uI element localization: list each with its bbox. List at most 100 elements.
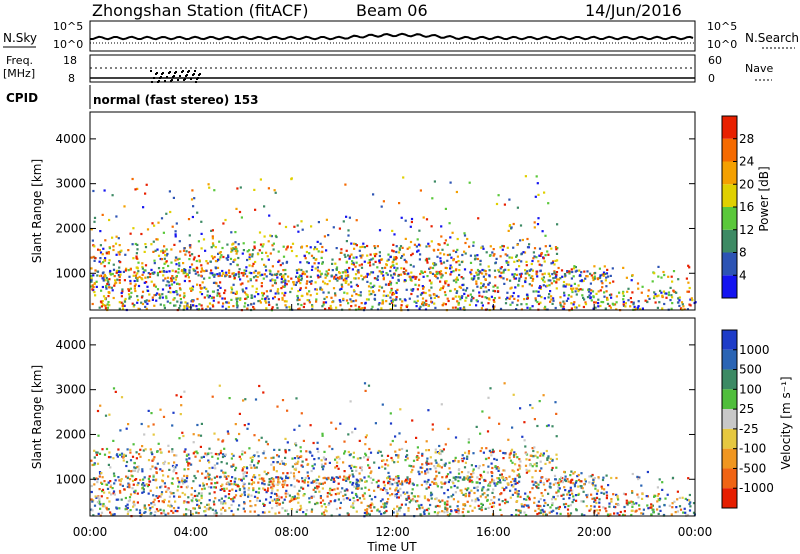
echo-cell <box>485 447 488 450</box>
echo-cell <box>378 510 381 513</box>
echo-cell <box>124 505 128 508</box>
echo-cell <box>387 282 391 286</box>
echo-cell <box>381 498 384 501</box>
echo-cell <box>222 471 225 474</box>
echo-cell <box>542 276 545 279</box>
echo-cell <box>230 452 234 456</box>
echo-cell <box>302 487 305 490</box>
echo-cell <box>256 275 259 279</box>
echo-cell <box>218 240 221 243</box>
echo-cell <box>359 307 362 310</box>
echo-cell <box>427 507 430 510</box>
echo-cell <box>139 478 142 482</box>
echo-cell <box>602 271 606 274</box>
echo-cell <box>470 298 473 301</box>
echo-cell <box>544 501 547 505</box>
echo-cell <box>294 468 297 471</box>
echo-cell <box>554 482 557 485</box>
echo-cell <box>163 262 166 265</box>
echo-cell <box>205 507 208 510</box>
echo-cell <box>207 476 210 479</box>
echo-cell <box>356 479 359 482</box>
echo-cell <box>210 486 213 489</box>
echo-cell <box>279 264 282 267</box>
echo-cell <box>203 296 206 299</box>
echo-cell <box>497 269 500 272</box>
echo-cell <box>487 456 490 460</box>
echo-cell <box>342 494 345 498</box>
echo-cell <box>452 259 455 262</box>
echo-cell <box>138 511 142 514</box>
echo-cell <box>657 275 660 278</box>
echo-cell <box>119 273 122 276</box>
echo-cell <box>463 234 467 237</box>
echo-cell <box>200 422 203 425</box>
echo-cell <box>396 505 399 508</box>
echo-cell <box>225 487 228 490</box>
echo-cell <box>558 487 561 490</box>
echo-cell <box>347 234 350 237</box>
echo-cell <box>296 508 299 512</box>
echo-cell <box>112 296 115 300</box>
echo-cell <box>312 488 315 491</box>
echo-cell <box>499 473 502 477</box>
echo-cell <box>145 183 148 186</box>
echo-cell <box>114 242 118 245</box>
echo-cell <box>459 489 462 492</box>
echo-cell <box>172 196 175 199</box>
echo-cell <box>373 253 376 256</box>
echo-cell <box>429 271 432 274</box>
echo-cell <box>127 500 130 503</box>
echo-cell <box>234 231 237 234</box>
echo-cell <box>249 510 252 513</box>
echo-cell <box>152 240 155 243</box>
echo-cell <box>292 283 296 286</box>
echo-cell <box>473 275 476 278</box>
echo-cell <box>223 454 226 458</box>
echo-cell <box>578 304 581 307</box>
echo-cell <box>563 486 566 489</box>
echo-cell <box>458 273 461 277</box>
echo-cell <box>247 487 251 490</box>
echo-cell <box>319 275 322 278</box>
echo-cell <box>269 252 272 255</box>
echo-cell <box>185 508 188 511</box>
echo-cell <box>208 186 211 189</box>
echo-cell <box>427 449 430 452</box>
echo-cell <box>226 301 229 304</box>
echo-cell <box>575 509 578 512</box>
echo-cell <box>513 455 516 458</box>
echo-cell <box>258 231 262 234</box>
echo-cell <box>455 281 458 284</box>
echo-cell <box>391 493 394 496</box>
echo-cell <box>550 510 553 513</box>
echo-cell <box>93 449 96 452</box>
echo-cell <box>444 207 447 210</box>
echo-cell <box>193 489 197 493</box>
echo-cell <box>306 275 309 278</box>
echo-cell <box>366 280 369 283</box>
echo-cell <box>501 500 504 503</box>
echo-cell <box>344 271 348 274</box>
echo-cell <box>604 272 607 276</box>
nave-point <box>175 71 177 73</box>
echo-cell <box>448 479 451 482</box>
echo-cell <box>343 470 346 473</box>
echo-cell <box>109 480 112 483</box>
echo-cell <box>121 484 124 487</box>
echo-cell <box>338 475 341 478</box>
echo-cell <box>526 237 529 241</box>
echo-cell <box>185 250 188 253</box>
echo-cell <box>651 504 654 507</box>
echo-cell <box>243 502 246 505</box>
echo-cell <box>560 494 563 497</box>
echo-cell <box>314 258 317 261</box>
echo-cell <box>593 277 596 280</box>
echo-cell <box>414 277 417 280</box>
echo-cell <box>168 190 171 193</box>
echo-cell <box>339 491 342 494</box>
echo-cell <box>201 472 204 475</box>
echo-cell <box>91 302 94 306</box>
echo-cell <box>351 491 354 494</box>
echo-cell <box>221 488 224 491</box>
